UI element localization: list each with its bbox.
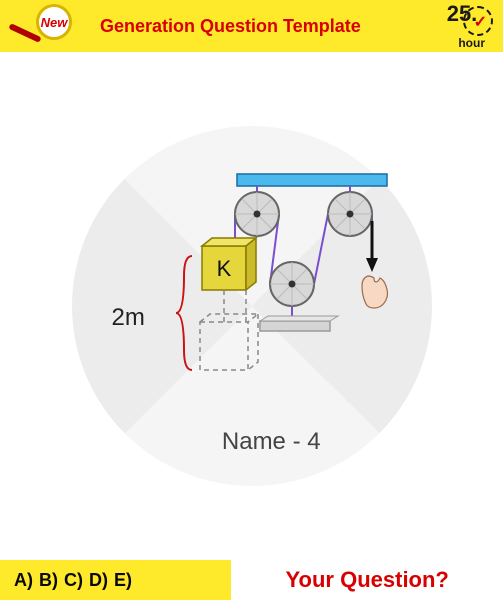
pulley-2 [270,262,314,306]
answer-options: A) B) C) D) E) [0,560,231,600]
pulley-3 [328,192,372,236]
footer-bar: A) B) C) D) E) Your Question? [0,560,503,600]
option-e[interactable]: E) [114,570,132,591]
diagram-circle: K 2m Name [72,126,432,486]
block-label: K [216,256,231,281]
distance-label: 2m [112,304,145,332]
pulley-1 [235,192,279,236]
distance-brace [176,256,192,370]
pull-arrow [366,221,378,272]
header-bar: New Generation Question Template 25. ✓ h… [0,0,503,52]
main-area: K 2m Name [0,52,503,560]
platform [260,316,338,331]
option-c[interactable]: C) [64,570,83,591]
check-icon: ✓ [474,12,487,32]
question-prompt: Your Question? [231,560,503,600]
diagram-caption: Name - 4 [222,428,321,456]
magnifier-icon: New [8,2,88,50]
new-badge: New [41,15,68,30]
option-d[interactable]: D) [89,570,108,591]
block-k: K [202,238,256,290]
option-b[interactable]: B) [39,570,58,591]
hand-icon [362,276,388,308]
option-a[interactable]: A) [14,570,33,591]
ghost-block [200,290,258,370]
header-title: Generation Question Template [100,16,361,37]
clock-unit: hour [458,36,485,50]
ceiling-bar [237,174,387,186]
clock-badge: 25. ✓ hour [431,4,493,50]
